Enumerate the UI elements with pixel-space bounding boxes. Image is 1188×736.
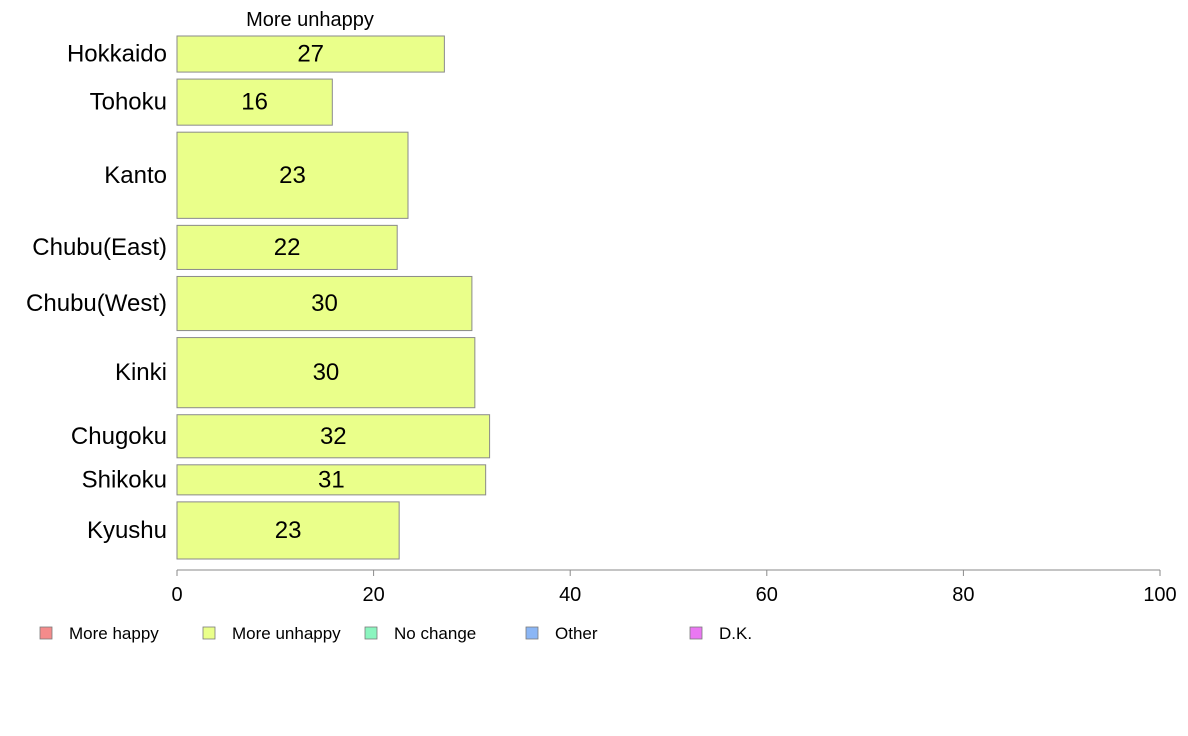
category-label: Tohoku [90, 89, 167, 116]
bars-group: 27 Hokkaido 16 Tohoku 23 Kanto 22 Chubu(East) 30… [26, 35, 491, 560]
data-label: 30 [311, 290, 338, 317]
bar-kinki [176, 337, 476, 409]
data-label: 16 [241, 89, 268, 116]
bar-shikoku [176, 464, 487, 496]
data-label: 22 [274, 234, 301, 261]
x-tick-label: 80 [952, 584, 974, 606]
bar-tohoku [176, 78, 333, 126]
chart-title: More unhappy [246, 9, 374, 31]
bar-chubu-west- [176, 275, 473, 332]
x-tick-label: 100 [1143, 584, 1176, 606]
category-label: Kanto [104, 162, 167, 189]
x-tick-label: 60 [756, 584, 778, 606]
category-label: Chubu(West) [26, 290, 167, 317]
legend-label: More happy [69, 624, 159, 643]
category-label: Hokkaido [67, 41, 167, 68]
legend-swatch [202, 626, 216, 640]
x-tick-label: 40 [559, 584, 581, 606]
legend-swatch [364, 626, 378, 640]
legend-label: No change [394, 624, 476, 643]
legend-label: D.K. [719, 624, 752, 643]
data-label: 32 [320, 423, 347, 450]
data-label: 30 [313, 359, 340, 386]
x-tick-label: 20 [362, 584, 384, 606]
legend-swatch [525, 626, 539, 640]
x-axis: 0 20 40 60 80 100 [171, 569, 1177, 606]
bar-kanto [176, 131, 409, 219]
data-label: 31 [318, 466, 345, 493]
category-label: Kyushu [87, 517, 167, 544]
bar-kyushu [176, 501, 400, 560]
data-label: 27 [297, 41, 324, 68]
bar-chugoku [176, 414, 491, 459]
bar-chubu-east- [176, 224, 398, 270]
data-label: 23 [275, 517, 302, 544]
category-label: Chubu(East) [32, 234, 167, 261]
data-label: 23 [279, 162, 306, 189]
legend-label: Other [555, 624, 598, 643]
legend-label: More unhappy [232, 624, 341, 643]
x-tick-label: 0 [171, 584, 182, 606]
category-label: Shikoku [82, 466, 167, 493]
category-label: Kinki [115, 359, 167, 386]
category-label: Chugoku [71, 423, 167, 450]
legend-swatch [689, 626, 703, 640]
legend-swatch [39, 626, 53, 640]
bar-hokkaido [176, 35, 445, 73]
legend: More happy More unhappy No change Other D.K. [39, 624, 752, 643]
